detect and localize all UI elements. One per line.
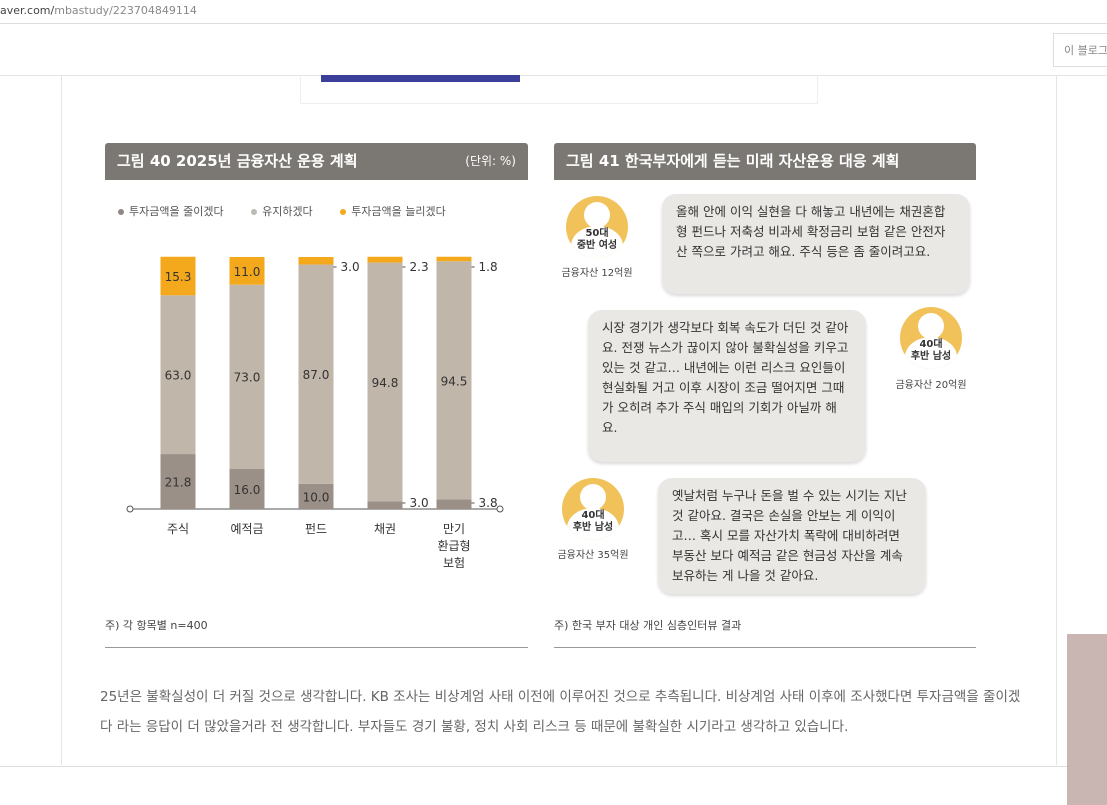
category-label: 예적금 [230, 522, 263, 536]
bar-segment [160, 454, 196, 509]
bar-segment [436, 256, 472, 262]
data-label: 3.8 [479, 496, 498, 510]
data-label: 11.0 [234, 265, 261, 279]
legend-item-decrease: 투자금액을 줄이겠다 [118, 205, 224, 218]
avatar-1: 50대 중반 여성 [566, 196, 628, 258]
data-label: 2.3 [410, 260, 429, 274]
address-bar[interactable]: aver.com/mbastudy/223704849114 [0, 0, 1107, 24]
bar-segment [229, 468, 265, 509]
bar-segment [229, 284, 265, 469]
bar-segment [160, 295, 196, 455]
data-label: 16.0 [234, 483, 261, 497]
avatar-2: 40대 후반 남성 [900, 307, 962, 369]
bar-segment [367, 262, 403, 502]
figure41-bottom-rule [554, 647, 976, 648]
bar-segment [298, 483, 334, 509]
figure40-header: 그림 40 2025년 금융자산 운용 계획 (단위: %) [105, 143, 528, 180]
bottom-divider [0, 766, 1070, 767]
data-label: 3.0 [410, 496, 429, 510]
axis-end-marker [496, 505, 504, 513]
floating-video-thumbnail[interactable] [1067, 634, 1107, 805]
post-paragraph: 25년은 불확실성이 더 커질 것으로 생각합니다. KB 조사는 비상계엄 사… [100, 689, 1021, 735]
data-label: 3.0 [341, 260, 360, 274]
category-label: 채권 [374, 522, 396, 536]
previous-image-bar [321, 75, 520, 82]
figure40-bottom-rule [105, 647, 528, 648]
quote-bubble-2: 시장 경기가 생각보다 회복 속도가 더딘 것 같아요. 전쟁 뉴스가 끊이지 … [588, 310, 866, 462]
data-label: 63.0 [165, 369, 192, 383]
category-label: 보험 [443, 556, 465, 570]
bar-segment [229, 257, 265, 285]
asset-3: 금융자산 35억원 [557, 550, 629, 561]
content-border-right [1056, 75, 1057, 765]
data-label: 94.8 [372, 376, 399, 390]
bar-segment [298, 257, 334, 265]
previous-image-frame [300, 75, 818, 104]
axis-end-marker [126, 505, 134, 513]
data-label: 15.3 [165, 270, 192, 284]
figure40-note: 주) 각 항목별 n=400 [105, 619, 208, 632]
figure40-unit: (단위: %) [465, 154, 516, 168]
data-label: 1.8 [479, 260, 498, 274]
category-label: 환급형 [437, 539, 470, 553]
bar-segment [367, 256, 403, 263]
content-border-left [61, 75, 62, 765]
blog-top-bar [0, 24, 1107, 76]
data-label: 94.5 [441, 374, 468, 388]
bar-segment [367, 501, 403, 509]
url-host: aver.com/ [0, 4, 55, 17]
legend-dot-icon [340, 209, 347, 215]
legend-dot-icon [118, 209, 124, 215]
category-label: 펀드 [305, 522, 327, 536]
legend-item-increase: 투자금액을 늘리겠다 [340, 205, 446, 218]
category-label: 만기 [443, 522, 465, 536]
quote-bubble-1: 올해 안에 이익 실현을 다 해놓고 내년에는 채권혼합형 펀드나 저축성 비과… [662, 194, 970, 294]
bar-segment [436, 499, 472, 509]
asset-1: 금융자산 12억원 [561, 268, 633, 279]
figure40-title: 그림 40 2025년 금융자산 운용 계획 [117, 152, 358, 170]
legend-dot-icon [251, 209, 258, 215]
stacked-bar-chart: 21.8 63.0 15.3 주식 16.0 73.0 11.0 예적금 10.0 87.0 3.0… [126, 256, 504, 570]
data-label: 21.8 [165, 476, 192, 490]
figure41-header: 그림 41 한국부자에게 듣는 미래 자산운용 대응 계획 [554, 143, 976, 180]
legend-item-keep: 유지하겠다 [251, 205, 313, 218]
chart-legend: 투자금액을 줄이겠다 유지하겠다 투자금액을 늘리겠다 [118, 203, 446, 219]
bar-segment [160, 256, 196, 296]
bar-segment [298, 264, 334, 484]
figure41-title: 그림 41 한국부자에게 듣는 미래 자산운용 대응 계획 [566, 152, 900, 170]
quote-bubble-3: 옛날처럼 누구나 돈을 벌 수 있는 시기는 지난 것 같아요. 결국은 손실을… [658, 478, 926, 594]
blog-search-input[interactable]: 이 블로그 [1053, 33, 1107, 67]
url-path: mbastudy/223704849114 [54, 4, 197, 17]
data-label: 87.0 [303, 368, 330, 382]
data-label: 10.0 [303, 490, 330, 504]
avatar-3: 40대 후반 남성 [562, 478, 624, 540]
figure41-note: 주) 한국 부자 대상 개인 심층인터뷰 결과 [554, 619, 742, 632]
asset-2: 금융자산 20억원 [895, 380, 967, 391]
category-label: 주식 [167, 522, 189, 536]
data-label: 73.0 [234, 371, 261, 385]
bar-segment [436, 261, 472, 500]
